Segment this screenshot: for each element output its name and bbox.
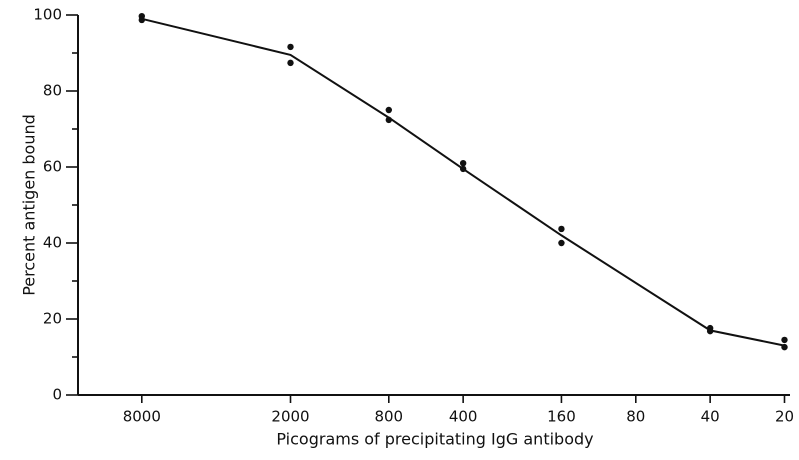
data-point [558,239,565,247]
data-point [385,106,392,114]
data-point [781,336,788,344]
x-tick-label: 400 [449,408,478,426]
x-tick-label: 20 [775,408,794,426]
y-tick-label: 80 [43,82,62,100]
data-point [558,225,565,233]
x-tick-label: 80 [626,408,645,426]
x-tick-label: 160 [547,408,576,426]
y-tick-label: 20 [43,310,62,328]
fit-line [141,17,785,347]
x-axis-label: Picograms of precipitating IgG antibody [276,430,593,449]
data-point [287,43,294,51]
x-tick-label: 40 [701,408,720,426]
y-tick-label: 100 [33,6,62,24]
y-tick-label: 60 [43,158,62,176]
data-point [287,59,294,67]
y-tick-label: 0 [52,386,62,404]
x-tick-label: 8000 [123,408,161,426]
y-tick-label: 40 [43,234,62,252]
x-tick-label: 800 [374,408,403,426]
x-tick-label: 2000 [271,408,309,426]
data-point [459,160,467,167]
y-axis-label: Percent antigen bound [20,114,39,296]
